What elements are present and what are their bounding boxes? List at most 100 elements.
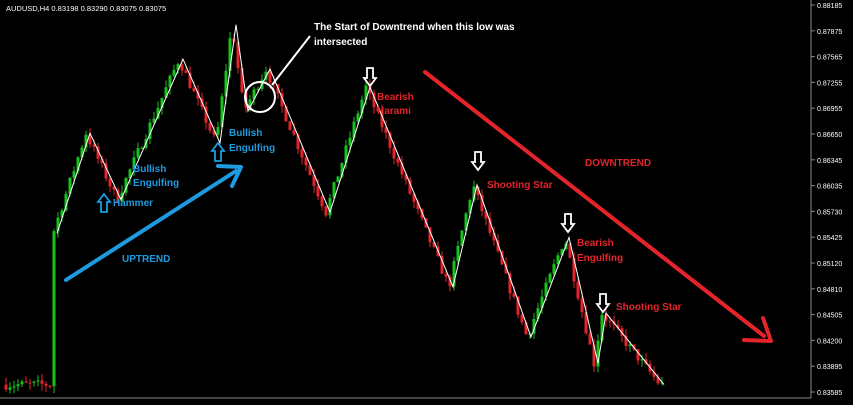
bull-candle: [224, 70, 228, 97]
breakdown-pointer-line: [271, 35, 311, 86]
bullish-engulfing-label-1a: Bullish: [133, 164, 166, 175]
bear-candle: [4, 384, 8, 390]
price-tick-label: 0.83585: [817, 390, 842, 397]
bull-candle: [84, 134, 88, 148]
candles: [4, 31, 664, 394]
price-axis-ticks: 0.88185 0.87875 0.87565 0.87255 0.86955 0.866…: [811, 3, 842, 397]
bear-candle: [324, 206, 328, 216]
bear-candle: [408, 179, 412, 194]
bull-candle: [560, 249, 564, 256]
bull-candle: [172, 69, 176, 76]
price-tick-label: 0.85120: [817, 261, 842, 268]
hammer-arrow-icon: [96, 192, 112, 213]
bear-candle: [396, 158, 400, 163]
bull-candle: [328, 198, 332, 216]
bull-candle: [556, 255, 560, 265]
bull-candle: [332, 182, 336, 199]
bull-candle: [56, 217, 60, 232]
bull-candle: [52, 231, 56, 387]
bear-candle: [100, 158, 104, 164]
bear-candle: [44, 383, 48, 386]
bull-candle: [176, 64, 180, 70]
bull-candle: [468, 200, 472, 214]
bear-candle: [104, 163, 108, 179]
shooting-star-label-2: Shooting Star: [616, 302, 682, 313]
bull-candle: [252, 89, 256, 100]
bull-candle: [532, 319, 536, 334]
bear-candle: [576, 281, 580, 299]
bullish-engulfing-label-2a: Bullish: [229, 128, 262, 139]
price-tick-label: 0.87255: [817, 80, 842, 87]
bull-candle: [344, 145, 348, 163]
bull-candle: [248, 99, 252, 108]
bear-candle: [492, 232, 496, 241]
bear-candle: [28, 382, 32, 384]
bear-candle: [284, 106, 288, 122]
bull-candle: [148, 122, 152, 139]
price-tick-label: 0.85730: [817, 209, 842, 216]
bull-candle: [552, 264, 556, 274]
bull-candle: [220, 96, 224, 127]
bear-candle: [24, 381, 28, 383]
shooting-star-arrow-icon: [470, 151, 486, 172]
bull-candle: [128, 169, 132, 179]
bear-candle: [516, 296, 520, 315]
bear-candle: [624, 335, 628, 346]
bear-candle: [416, 201, 420, 210]
zigzag-line: [56, 24, 665, 385]
bear-candle: [236, 42, 240, 68]
bull-candle: [340, 163, 344, 177]
price-tick-label: 0.83895: [817, 364, 842, 371]
price-tick-label: 0.86955: [817, 106, 842, 113]
bull-candle: [20, 381, 24, 385]
bull-candle: [60, 210, 64, 218]
bear-candle: [304, 157, 308, 166]
bull-candle: [256, 89, 260, 90]
bear-candle: [440, 256, 444, 274]
bullish-engulfing-label-1b: Engulfing: [133, 178, 179, 189]
bear-candle: [484, 211, 488, 219]
bull-candle: [464, 213, 468, 231]
bear-candle: [388, 132, 392, 148]
bull-candle: [36, 380, 40, 382]
bear-candle: [320, 196, 324, 207]
bear-candle: [196, 91, 200, 99]
signal-down-arrows: [362, 67, 611, 314]
price-tick-label: 0.87875: [817, 29, 842, 36]
bear-candle: [204, 106, 208, 123]
bear-candle: [608, 320, 612, 322]
bear-candle: [444, 273, 448, 277]
bear-candle: [116, 189, 120, 202]
bear-candle: [212, 130, 216, 135]
bear-candle: [496, 240, 500, 252]
bear-candle: [368, 85, 372, 93]
bull-candle: [352, 121, 356, 138]
bull-candle: [540, 296, 544, 309]
bull-candle: [168, 75, 172, 88]
bear-candle: [500, 251, 504, 265]
bear-candle: [380, 111, 384, 128]
bear-candle: [592, 344, 596, 367]
bear-candle: [476, 186, 480, 195]
bear-candle: [620, 328, 624, 336]
bear-candle: [316, 186, 320, 197]
bull-candle: [76, 157, 80, 172]
bull-candle: [64, 193, 68, 211]
bearish-engulfing-label-2: Engulfing: [577, 253, 623, 264]
bear-candle: [604, 314, 608, 321]
bearish-engulfing-label-1: Bearish: [577, 238, 614, 249]
bear-candle: [208, 122, 212, 131]
price-tick-label: 0.88185: [817, 3, 842, 10]
price-tick-label: 0.86035: [817, 184, 842, 191]
bear-candle: [488, 218, 492, 233]
bear-candle: [300, 149, 304, 158]
price-tick-label: 0.84505: [817, 313, 842, 320]
bear-candle: [588, 333, 592, 345]
bear-candle: [504, 264, 508, 274]
bull-candle: [68, 177, 72, 194]
start-of-downtrend-label-line1: The Start of Downtrend when this low was: [314, 22, 515, 33]
downtrend-label: DOWNTREND: [585, 158, 651, 169]
bear-candle: [288, 121, 292, 131]
bull-candle: [356, 113, 360, 122]
